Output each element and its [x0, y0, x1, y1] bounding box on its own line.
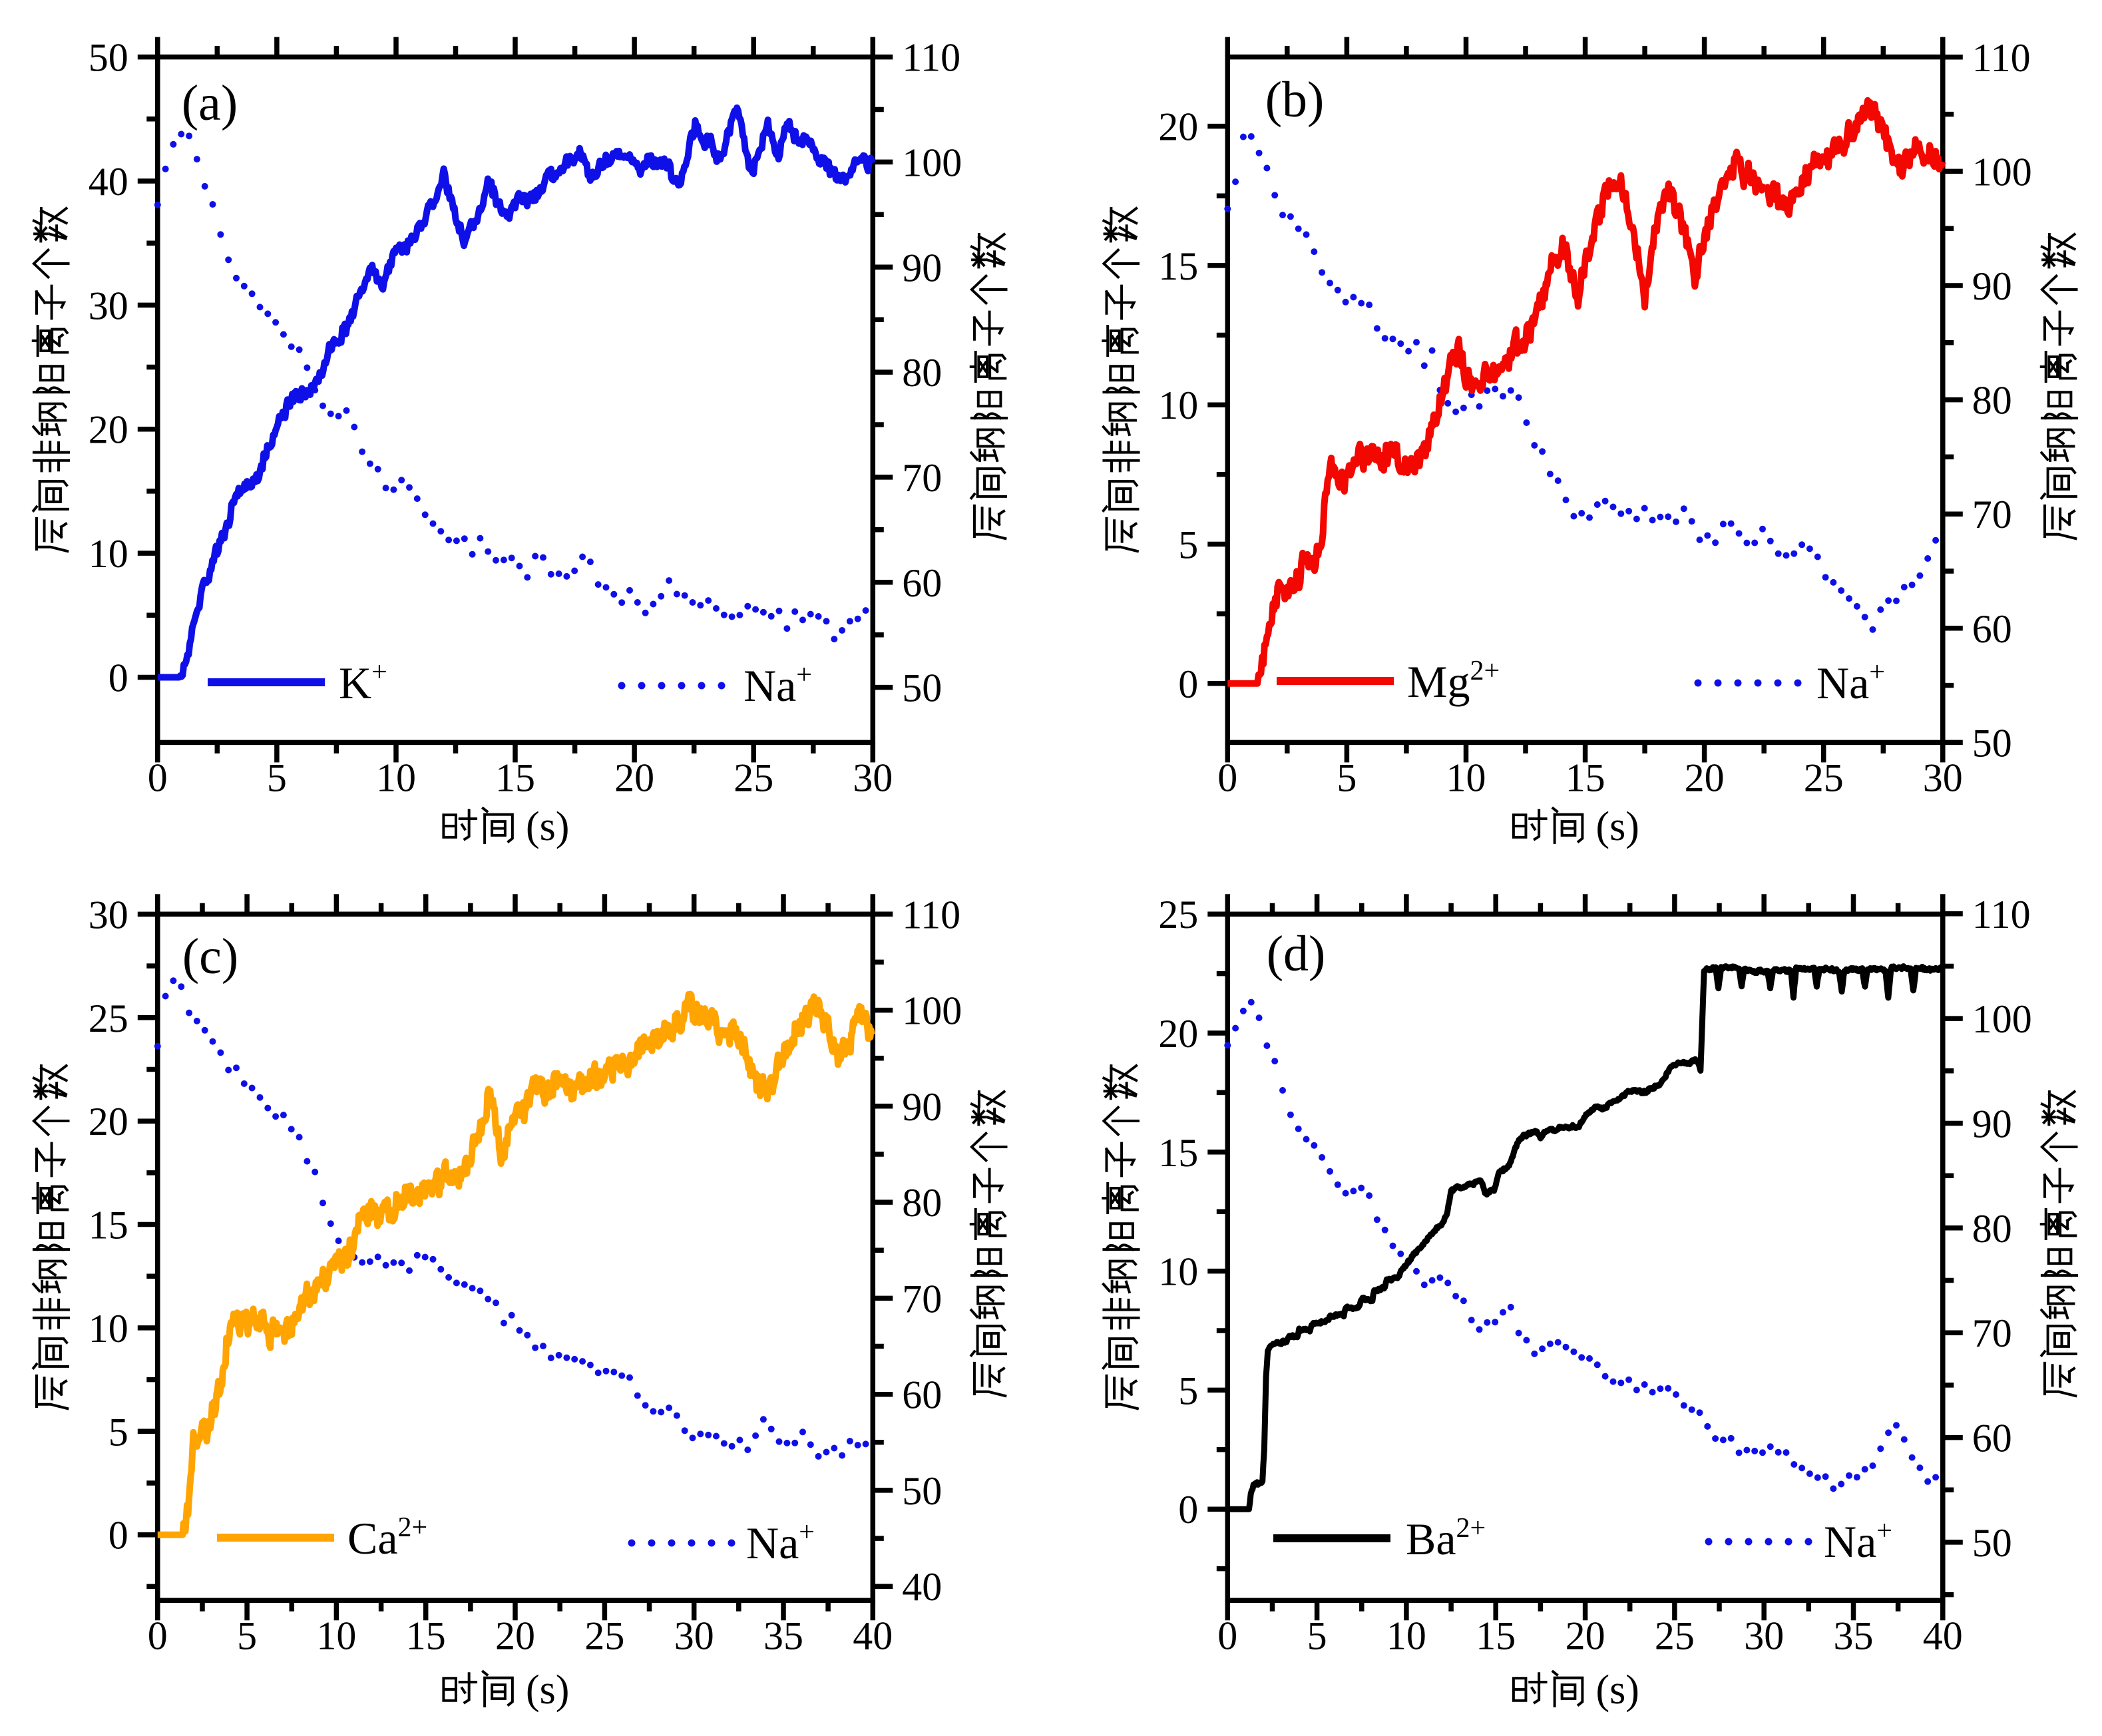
svg-text:5: 5 [1337, 756, 1357, 799]
svg-text:0: 0 [1178, 1488, 1198, 1532]
svg-text:20: 20 [1566, 1614, 1605, 1657]
svg-text:20: 20 [1158, 1012, 1198, 1056]
svg-text:60: 60 [902, 1373, 942, 1417]
svg-text:20: 20 [89, 1100, 128, 1144]
svg-text:100: 100 [1972, 150, 2032, 194]
svg-text:10: 10 [1386, 1614, 1426, 1657]
svg-text:60: 60 [1972, 607, 2012, 651]
svg-text:Na+: Na+ [1824, 1516, 1892, 1567]
svg-text:20: 20 [89, 408, 128, 452]
svg-text:5: 5 [108, 1410, 128, 1454]
svg-text:50: 50 [89, 36, 128, 80]
svg-text:30: 30 [1923, 756, 1963, 799]
svg-text:20: 20 [614, 756, 654, 799]
svg-text:40: 40 [1923, 1614, 1963, 1657]
svg-text:10: 10 [89, 532, 128, 576]
svg-text:0: 0 [1217, 1614, 1237, 1657]
svg-text:100: 100 [902, 989, 962, 1033]
svg-text:15: 15 [1158, 244, 1198, 288]
svg-text:90: 90 [1972, 1102, 2012, 1146]
svg-text:15: 15 [1566, 756, 1605, 799]
svg-text:(s): (s) [526, 1667, 569, 1713]
svg-text:50: 50 [902, 1469, 942, 1513]
svg-text:(c): (c) [182, 929, 238, 984]
svg-text:110: 110 [1972, 893, 2031, 937]
svg-text:30: 30 [1744, 1614, 1784, 1657]
svg-text:25: 25 [584, 1614, 624, 1657]
svg-text:15: 15 [1476, 1614, 1516, 1657]
svg-text:100: 100 [1972, 997, 2032, 1041]
svg-text:25: 25 [1158, 893, 1198, 937]
svg-text:5: 5 [1178, 523, 1198, 567]
svg-text:50: 50 [902, 666, 942, 710]
svg-text:60: 60 [902, 561, 942, 605]
svg-text:(s): (s) [1596, 1667, 1639, 1713]
svg-text:20: 20 [495, 1614, 535, 1657]
svg-text:30: 30 [674, 1614, 714, 1657]
svg-text:(a): (a) [182, 75, 238, 131]
svg-text:80: 80 [1972, 379, 2012, 423]
svg-text:70: 70 [902, 456, 942, 500]
svg-text:80: 80 [902, 351, 942, 395]
svg-text:10: 10 [316, 1614, 356, 1657]
svg-text:0: 0 [108, 1514, 128, 1558]
svg-text:30: 30 [89, 893, 128, 937]
svg-text:40: 40 [853, 1614, 893, 1657]
svg-text:35: 35 [1834, 1614, 1874, 1657]
svg-text:15: 15 [406, 1614, 446, 1657]
svg-text:10: 10 [1446, 756, 1486, 799]
svg-text:110: 110 [1972, 36, 2031, 80]
svg-text:10: 10 [1158, 383, 1198, 427]
svg-text:15: 15 [495, 756, 535, 799]
svg-text:40: 40 [902, 1565, 942, 1609]
svg-text:50: 50 [1972, 1521, 2012, 1565]
svg-text:25: 25 [1804, 756, 1844, 799]
svg-text:100: 100 [902, 140, 962, 184]
svg-text:(b): (b) [1265, 72, 1325, 128]
svg-text:70: 70 [1972, 1311, 2012, 1355]
svg-text:5: 5 [267, 756, 287, 799]
svg-text:10: 10 [1158, 1250, 1198, 1294]
svg-text:80: 80 [1972, 1207, 2012, 1251]
svg-text:5: 5 [1178, 1369, 1198, 1412]
svg-text:90: 90 [902, 246, 942, 290]
svg-text:60: 60 [1972, 1416, 2012, 1460]
svg-text:30: 30 [89, 284, 128, 327]
svg-text:15: 15 [1158, 1131, 1198, 1175]
svg-text:110: 110 [902, 893, 960, 937]
svg-text:15: 15 [89, 1203, 128, 1247]
svg-text:70: 70 [902, 1277, 942, 1321]
svg-text:0: 0 [1178, 662, 1198, 706]
svg-text:25: 25 [1655, 1614, 1695, 1657]
svg-text:10: 10 [376, 756, 416, 799]
svg-text:90: 90 [1972, 264, 2012, 308]
svg-text:(d): (d) [1267, 926, 1326, 982]
svg-text:5: 5 [1307, 1614, 1327, 1657]
svg-text:25: 25 [734, 756, 773, 799]
svg-text:0: 0 [148, 756, 168, 799]
svg-text:30: 30 [853, 756, 893, 799]
svg-text:0: 0 [108, 656, 128, 700]
svg-text:70: 70 [1972, 493, 2012, 537]
svg-text:0: 0 [1217, 756, 1237, 799]
svg-text:K+: K+ [339, 657, 387, 708]
svg-text:25: 25 [89, 996, 128, 1040]
svg-text:(s): (s) [1596, 804, 1639, 849]
svg-text:35: 35 [763, 1614, 803, 1657]
svg-text:10: 10 [89, 1307, 128, 1351]
svg-text:50: 50 [1972, 721, 2012, 765]
svg-text:90: 90 [902, 1085, 942, 1129]
svg-text:110: 110 [902, 36, 960, 80]
svg-text:20: 20 [1685, 756, 1725, 799]
svg-text:5: 5 [237, 1614, 257, 1657]
svg-text:40: 40 [89, 160, 128, 204]
svg-text:80: 80 [902, 1181, 942, 1225]
svg-text:(s): (s) [526, 804, 569, 849]
svg-text:0: 0 [148, 1614, 168, 1657]
svg-text:20: 20 [1158, 105, 1198, 149]
